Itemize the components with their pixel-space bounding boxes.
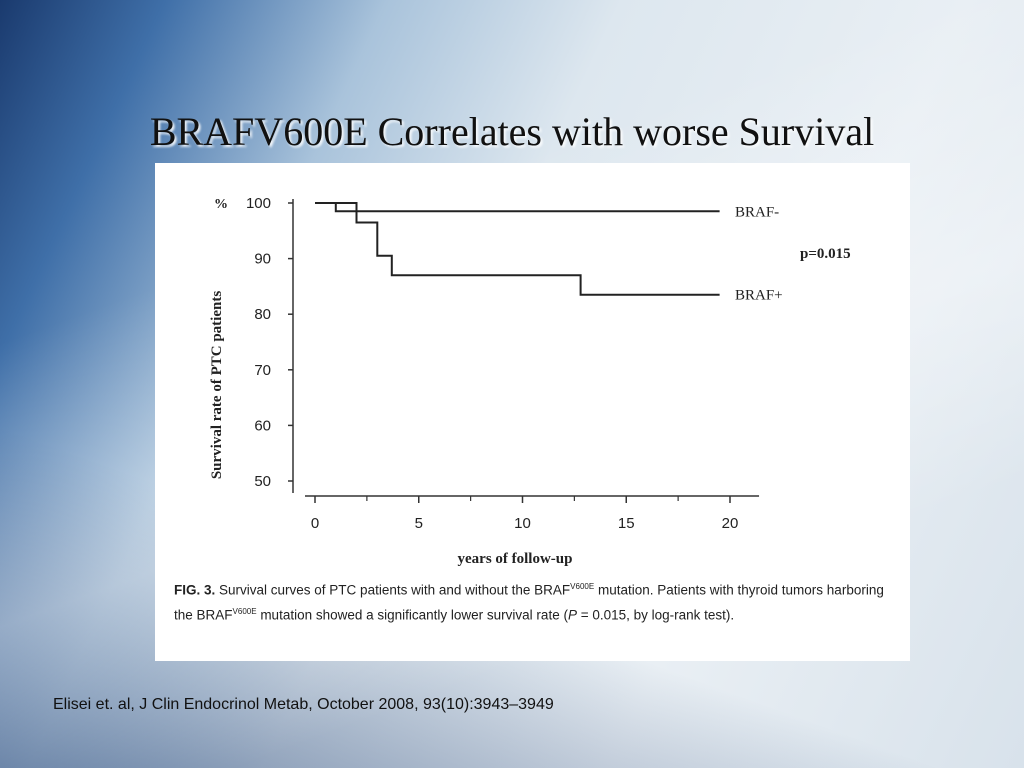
y-tick-label: 100: [246, 195, 271, 212]
y-tick-label: 80: [254, 306, 271, 323]
chart-curves: [315, 202, 720, 296]
x-tick-label: 10: [514, 515, 531, 532]
caption-superscript: V600E: [232, 606, 257, 616]
survival-curve-braf: [315, 202, 720, 213]
y-tick-label: 50: [254, 473, 271, 490]
x-tick-label: 20: [722, 515, 739, 532]
x-tick-label: 15: [618, 515, 635, 532]
caption-p-symbol: P: [567, 607, 577, 622]
series-labels: BRAF- BRAF+: [735, 204, 783, 303]
caption-text: mutation. Patients with thyroid tumors h…: [174, 582, 884, 623]
caption-superscript: V600E: [570, 582, 595, 591]
caption-label: FIG. 3.: [174, 582, 216, 598]
series-label: BRAF+: [735, 288, 783, 304]
y-axis-label: Survival rate of PTC patients: [209, 291, 225, 479]
caption-text: Survival curves of PTC patients with and…: [215, 582, 571, 598]
x-axis-label: years of follow-up: [458, 551, 573, 567]
chart-ticks: 50 60 70 80 90 100 0 5 10 15 20: [246, 195, 738, 532]
p-value-annotation: p=0.015: [800, 246, 851, 262]
series-label: BRAF-: [735, 204, 779, 220]
y-tick-label: 90: [254, 251, 271, 268]
figure-caption: FIG. 3. Survival curves of PTC patients …: [174, 576, 889, 625]
y-tick-label: 60: [254, 417, 271, 434]
y-tick-label: 70: [254, 362, 271, 379]
slide-title: BRAFV600E Correlates with worse Survival: [149, 109, 875, 154]
x-tick-label: 5: [415, 515, 423, 532]
caption-text: mutation showed a significantly lower su…: [256, 607, 568, 622]
citation: Elisei et. al, J Clin Endocrinol Metab, …: [53, 696, 554, 713]
figure-panel: 50 60 70 80 90 100 0 5 10 15 20 Survival rate of P…: [155, 163, 910, 661]
survival-curve-braf: [315, 202, 720, 296]
survival-chart: 50 60 70 80 90 100 0 5 10 15 20 Survival rate of P…: [209, 195, 851, 567]
chart-axes: [292, 199, 760, 497]
caption-text: = 0.015, by log-rank test).: [576, 607, 735, 622]
y-axis-unit: %: [214, 197, 228, 212]
x-tick-label: 0: [311, 515, 319, 532]
